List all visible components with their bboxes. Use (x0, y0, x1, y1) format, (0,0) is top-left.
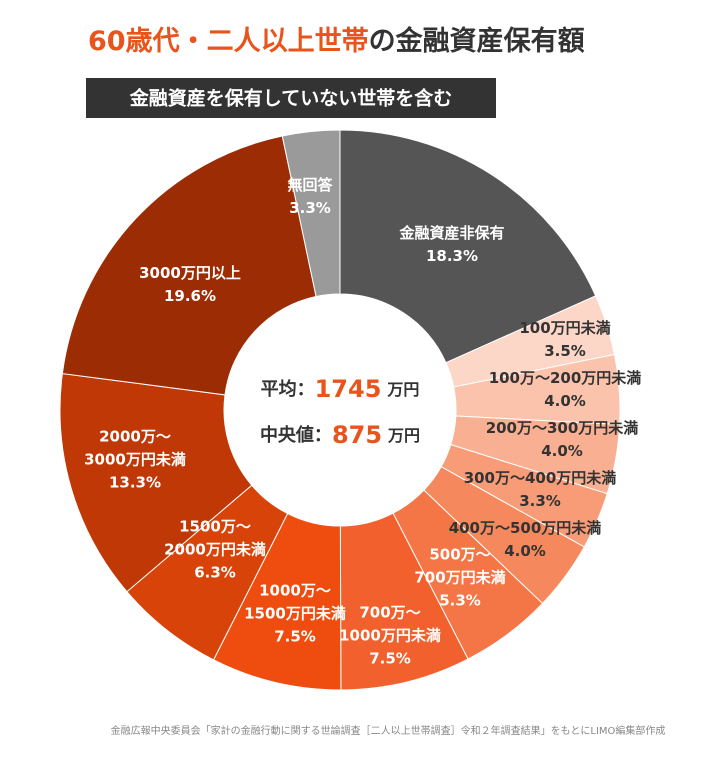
slice-label: 金融資産非保有 (398, 224, 504, 242)
median-text: 中央値：875 万円 (260, 421, 420, 449)
slice-value-label: 3.3% (519, 492, 561, 510)
slice-label: 2000万～ (99, 428, 171, 446)
median-unit: 万円 (387, 426, 420, 445)
slice-label: 無回答 (287, 176, 333, 194)
mean-unit: 万円 (386, 380, 419, 399)
slice-value-label: 19.6% (164, 287, 216, 305)
slice-value-label: 13.3% (109, 474, 161, 492)
slice-label: 1000万～ (259, 582, 331, 600)
slice-label: 1500万～ (179, 518, 251, 536)
slice-label: 1500万円未満 (244, 605, 346, 623)
title-highlight: 60歳代・二人以上世帯 (88, 25, 369, 57)
slice-value-label: 18.3% (426, 247, 478, 265)
source: 金融広報中央委員会「家計の金融行動に関する世論調査［二人以上世帯調査］令和２年調… (111, 724, 666, 737)
slice-value-label: 7.5% (274, 628, 316, 646)
slice-value-label: 5.3% (439, 592, 481, 610)
slice (339, 129, 597, 364)
slice-label: 300万～400万円未満 (464, 469, 617, 487)
subtitle: 金融資産を保有していない世帯を含む (129, 87, 452, 110)
slice-label: 100万～200万円未満 (489, 369, 642, 387)
slice-label: 700万～ (359, 604, 420, 622)
slice-value-label: 6.3% (194, 564, 236, 582)
slice (59, 373, 253, 593)
slice-value-label: 3.3% (289, 199, 331, 217)
slice-label: 3000万円以上 (139, 264, 241, 282)
slice-label: 3000万円未満 (84, 451, 186, 469)
slice-value-label: 4.0% (504, 542, 546, 560)
slice-value-label: 4.0% (541, 442, 583, 460)
slice (281, 129, 341, 298)
mean-text: 平均：1745 万円 (261, 375, 420, 403)
mean-value: 1745 (315, 375, 382, 403)
title-rest: の金融資産保有額 (369, 25, 585, 57)
slice-labels: 金融資産非保有 18.3% 100万円未満 3.5% 100万～200万円未満 4.0% 2… (84, 176, 641, 668)
median-value: 875 (332, 421, 382, 449)
slice-label: 2000万円未満 (164, 541, 266, 559)
slice-value-label: 4.0% (544, 392, 586, 410)
mean-label: 平均： (261, 378, 315, 400)
slice-label: 400万～500万円未満 (449, 519, 602, 537)
slice-value-label: 3.5% (544, 342, 586, 360)
slice-label: 100万円未満 (519, 319, 610, 337)
slice-label: 200万～300万円未満 (486, 419, 639, 437)
slice-value-label: 7.5% (369, 650, 411, 668)
slice-label: 500万～ (429, 546, 490, 564)
slice (61, 135, 317, 396)
slice-label: 700万円未満 (414, 569, 505, 587)
subtitle-box (86, 78, 496, 118)
chart-title: 60歳代・二人以上世帯の金融資産保有額 (88, 25, 585, 57)
slice-label: 1000万円未満 (339, 627, 441, 645)
donut (59, 129, 621, 691)
median-label: 中央値： (260, 424, 332, 446)
